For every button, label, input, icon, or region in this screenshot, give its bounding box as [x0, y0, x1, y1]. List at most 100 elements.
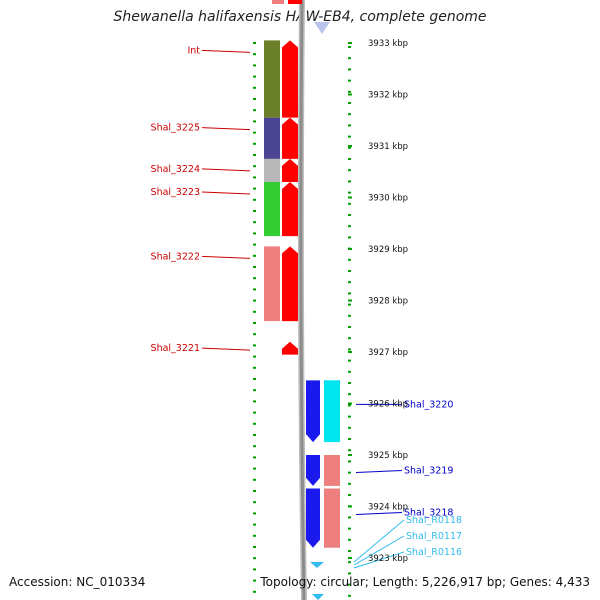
tick-right	[348, 359, 351, 362]
tick-left	[253, 86, 256, 89]
tick-right	[348, 494, 351, 496]
gene-label-left: Shal_3223	[151, 187, 200, 198]
tick-major	[346, 505, 352, 508]
tick-left	[253, 523, 256, 526]
tick-right	[348, 113, 351, 116]
tick-left	[253, 154, 256, 156]
tick-right	[348, 449, 351, 452]
label-line-right	[355, 511, 403, 515]
tick-right	[348, 57, 351, 60]
tick-major	[346, 299, 352, 302]
gene-arrow-forward	[282, 40, 298, 118]
tick-left	[253, 198, 256, 201]
rna-glyph	[312, 594, 324, 600]
tick-left	[253, 445, 256, 448]
tick-left	[253, 64, 256, 67]
tick-left	[253, 98, 256, 100]
tick-left	[253, 176, 256, 179]
tick-right	[348, 169, 351, 172]
tick-right	[348, 561, 351, 564]
tick-left	[253, 534, 256, 537]
label-line-left	[201, 49, 251, 53]
rna-glyph	[310, 562, 324, 568]
tick-left	[253, 467, 256, 470]
scale-label: 3924 kbp	[368, 503, 408, 513]
tick-left	[253, 131, 256, 134]
tick-right	[348, 270, 351, 272]
tick-major	[346, 93, 352, 96]
tick-right	[348, 292, 351, 295]
tick-left	[253, 243, 256, 246]
tick-left	[253, 221, 256, 224]
gene-label-right: Shal_3220	[404, 399, 453, 410]
tick-left	[253, 53, 256, 56]
tick-right	[348, 236, 351, 239]
tick-left	[253, 322, 256, 324]
gene-label-right: Shal_3218	[404, 507, 453, 518]
tick-right	[348, 180, 351, 183]
scale-label: 3928 kbp	[368, 297, 408, 307]
gene-arrow-forward	[282, 341, 298, 355]
gene-partial-top-fwd	[288, 0, 302, 4]
gene-label-right: Shal_3219	[404, 465, 453, 476]
scale-label: 3932 kbp	[368, 91, 408, 101]
tick-left	[253, 366, 256, 369]
tick-right	[348, 594, 351, 597]
gene-block	[264, 182, 280, 237]
gene-arrow-forward	[282, 158, 298, 183]
scale-labels: 3933 kbp 3932 kbp 3931 kbp 3930 kbp 3929 kbp…	[368, 39, 408, 564]
tick-right	[348, 572, 351, 575]
gene-arrow-forward	[282, 182, 298, 237]
gene-blocks	[264, 0, 340, 600]
scale-label: 3925 kbp	[368, 451, 408, 461]
tick-left	[253, 344, 256, 347]
gene-label-rna: Shal_R0117	[406, 531, 462, 542]
gene-block	[324, 380, 340, 443]
tick-left	[253, 210, 256, 212]
tick-major	[346, 248, 352, 250]
tick-marks	[253, 42, 352, 597]
tick-right	[348, 135, 351, 138]
tick-right	[348, 438, 351, 440]
tick-left	[253, 501, 256, 504]
tick-major	[346, 42, 352, 44]
label-line-left	[201, 127, 251, 131]
label-line-left	[201, 347, 251, 351]
tick-right	[348, 538, 351, 541]
scale-label: 3933 kbp	[368, 39, 408, 49]
tick-left	[253, 266, 256, 268]
gene-label-left: Shal_3225	[151, 123, 200, 134]
tick-right	[348, 337, 351, 340]
tick-left	[253, 590, 256, 593]
gene-block	[264, 158, 280, 183]
label-line-left	[201, 168, 251, 172]
gene-arrow-forward	[282, 117, 298, 159]
tick-right	[348, 482, 351, 485]
tick-right	[348, 527, 351, 530]
scale-label: 3931 kbp	[368, 142, 408, 152]
tick-right	[348, 202, 351, 205]
tick-left	[253, 546, 256, 548]
topology-text: Topology: circular; Length: 5,226,917 bp…	[260, 575, 590, 589]
label-line-rna	[353, 551, 405, 569]
tick-left	[253, 254, 256, 257]
tick-major	[346, 402, 352, 405]
tick-right	[348, 158, 351, 160]
tick-right	[348, 225, 351, 228]
tick-right	[348, 348, 351, 351]
tick-right	[348, 124, 351, 127]
tick-right	[348, 68, 351, 71]
tick-right	[348, 314, 351, 317]
tick-right	[348, 191, 351, 194]
tick-major	[346, 454, 352, 456]
gene-block	[264, 117, 280, 159]
tick-left	[253, 310, 256, 313]
tick-right	[348, 326, 351, 328]
tick-left	[253, 355, 256, 358]
gene-partial-top-rev	[314, 22, 330, 34]
tick-right	[348, 404, 351, 407]
label-line-rna	[353, 535, 405, 566]
tick-right	[348, 303, 351, 306]
gene-arrow-forward	[282, 246, 298, 322]
